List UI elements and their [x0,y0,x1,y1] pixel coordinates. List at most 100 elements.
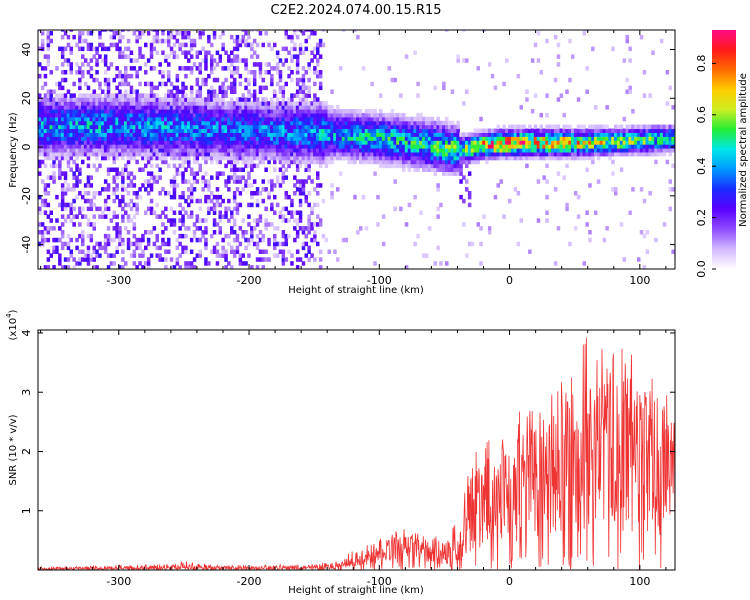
spectrogram-cell [247,155,251,161]
spectrogram-cell [215,50,220,55]
spectrogram-cell [525,97,529,102]
spectrogram-cell [651,148,655,153]
spectrogram-cell [230,214,234,219]
spectrogram-cell [381,148,386,153]
spectrogram-cell [588,148,592,153]
spectrogram-cell [210,66,214,71]
spectrogram-cell [267,237,271,243]
spectrogram-cell [456,144,460,149]
spectrogram-cell [608,140,612,145]
spectrogram-cell [164,97,168,102]
spectrogram-cell [344,148,349,153]
spectrogram-cell [436,128,440,133]
spectrogram-cell [252,120,257,126]
spectrogram-cell [192,132,197,137]
spectrogram-cell [212,222,217,227]
spectrogram-cell [58,101,62,106]
spectrogram-cell [247,237,251,243]
spectrogram-cell [181,233,185,239]
spectrogram-cell [187,194,191,200]
spectrogram-cell [275,120,280,126]
spectrogram-cell [476,151,480,157]
spectrogram-cell [81,109,85,114]
spectrogram-cell [232,70,237,75]
spectrogram-cell [602,237,607,243]
spectrogram-cell [255,124,260,130]
spectrogram-cell [255,191,260,196]
spectrogram-cell [198,198,202,204]
spectrogram-cell [66,140,71,145]
spectrogram-cell [255,222,260,227]
spectrogram-cell [247,136,251,141]
spectrogram-cell [379,109,383,114]
spectrogram-cell [373,112,377,118]
spectrogram-cell [568,140,572,145]
spectrogram-cell [430,159,435,165]
spectrogram-cell [290,128,294,133]
spectrogram-cell [60,77,65,83]
spectrogram-cell [103,70,108,75]
spectrogram-cell [553,187,558,192]
colorbar-bar [712,30,736,269]
spectrogram-cell [250,230,254,235]
spectrogram-cell [189,148,194,153]
spectrogram-cell [519,132,523,137]
spectrogram-cell [356,140,360,145]
spectrogram-cell [376,128,380,133]
spectrogram-cell [404,159,409,165]
spectrogram-cell [81,101,85,106]
spectrogram-cell [212,140,217,145]
spectrogram-cell [207,194,211,200]
spectrogram-cell [232,171,237,176]
spectrogram-cell [479,155,483,161]
spectrogram-cell [60,46,65,52]
spectrogram-cell [224,249,228,254]
spectrogram-cell [341,144,346,149]
spectrogram-cell [530,109,535,114]
spectrogram-cell [135,70,139,75]
spectrogram-cell [118,101,122,106]
spectrogram-cell [275,179,280,184]
spectrogram-cell [72,105,76,110]
spectrogram-cell [103,77,108,83]
spectrogram-cell [576,214,581,219]
spectrogram-cell [516,128,521,133]
spectrogram-cell [149,89,154,94]
spectrogram-cell [227,66,231,71]
spectrogram-cell [175,128,180,133]
spectrogram-cell [287,34,291,40]
spectrogram-cell [49,124,53,130]
spectrogram-cell [215,62,220,67]
spectrogram-cell [83,140,88,145]
spectrogram-cell [178,144,182,149]
spectrogram-cell [261,105,265,110]
spectrogram-cell [390,116,394,122]
spectrogram-cell [625,34,629,40]
spectrogram-cell [247,171,251,176]
spectrogram-cell [330,194,334,200]
spectrogram-cell [393,179,397,184]
spectrogram-cell [252,124,257,130]
spectrogram-cell [364,159,369,165]
spectrogram-cell [238,128,243,133]
spectrogram-cell [95,116,99,122]
spectrogram-cell [89,175,94,180]
spectrogram-cell [407,159,412,165]
spectrogram-cell [189,116,194,122]
spectrogram-cell [126,101,131,106]
spectrogram-cell [95,124,99,130]
spectrogram-cell [407,155,412,161]
spectrogram-cell [482,132,486,137]
spectrogram-cell [227,187,231,192]
spectrogram-cell [410,116,415,122]
spectrogram-cell [536,140,541,145]
spectrogram-cell [92,116,96,122]
spectrogram-cell [639,151,644,157]
spectrogram-cell [625,89,629,94]
spectrogram-cell [78,148,82,153]
spectrogram-cell [204,116,208,122]
spectrogram-cell [287,105,291,110]
spectrogram-cell [637,124,641,130]
spectrogram-cell [124,66,128,71]
spectrogram-cell [255,257,260,262]
